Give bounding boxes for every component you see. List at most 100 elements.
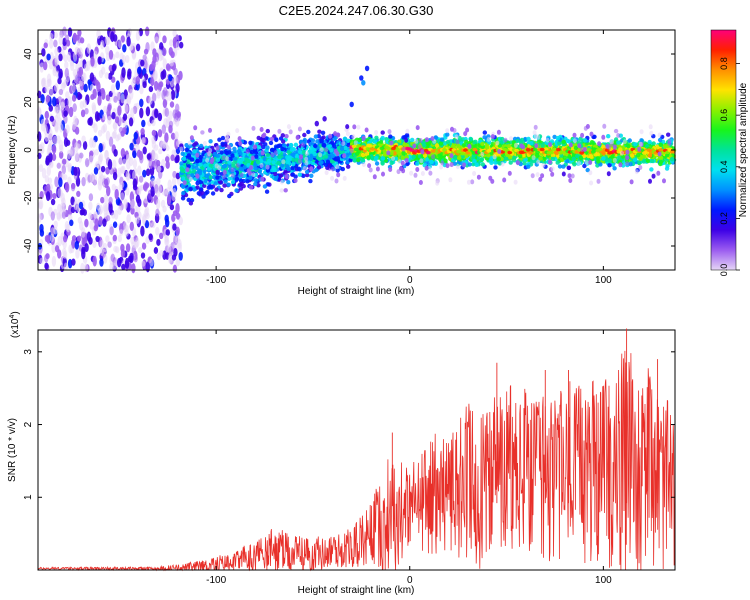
spectrogram-cell bbox=[234, 176, 240, 182]
spectrogram-cell bbox=[248, 140, 253, 145]
spectrogram-cell bbox=[67, 176, 72, 185]
spectrogram-cell bbox=[64, 220, 70, 231]
spectrogram-cell bbox=[172, 29, 177, 38]
spectrogram-cell bbox=[94, 111, 100, 122]
spectrogram-cell bbox=[170, 154, 175, 162]
spectrogram-cell bbox=[90, 93, 95, 101]
spectrogram-cell bbox=[123, 120, 128, 130]
spectrogram-cell bbox=[165, 63, 171, 71]
spectrogram-cell bbox=[46, 166, 51, 176]
spectrogram-cell bbox=[89, 150, 94, 157]
spectrogram-cell bbox=[77, 216, 83, 224]
spectrogram-cell bbox=[273, 171, 278, 177]
spectrogram-cell bbox=[323, 162, 329, 168]
spectrogram-cell bbox=[374, 161, 380, 166]
spectrogram-cell bbox=[81, 176, 86, 187]
spectrogram-cell bbox=[172, 223, 177, 231]
spectrogram-cell bbox=[78, 47, 83, 55]
spectrogram-cell bbox=[126, 213, 131, 224]
spectrogram-cell bbox=[78, 60, 84, 69]
spectrogram-cell bbox=[437, 153, 442, 158]
spectrogram-cell bbox=[159, 42, 164, 51]
spectrogram-cell bbox=[95, 235, 100, 243]
spectrogram-cell bbox=[162, 140, 167, 150]
spectrogram-cell bbox=[145, 106, 151, 117]
spectrogram-cell bbox=[58, 68, 63, 79]
spectrogram-cell bbox=[129, 221, 134, 231]
spectrogram-cell bbox=[157, 165, 162, 173]
spectrogram-cell bbox=[290, 166, 295, 171]
spectrogram-cell bbox=[222, 163, 228, 169]
spectrogram-cell bbox=[93, 211, 98, 219]
spectrogram-cell bbox=[199, 143, 204, 149]
spectrogram-cell bbox=[96, 29, 101, 39]
spectrogram-cell bbox=[86, 231, 92, 242]
spectrogram-cell bbox=[287, 155, 292, 160]
spectrogram-cell bbox=[269, 136, 275, 142]
spectrogram-cell bbox=[113, 95, 118, 103]
spectrogram-cell bbox=[105, 94, 111, 102]
spectrogram-cell bbox=[86, 60, 91, 71]
spectrogram-cell bbox=[81, 135, 86, 143]
spectrogram-cell bbox=[162, 98, 168, 109]
spectrogram-cell bbox=[234, 188, 239, 193]
spectrogram-cell bbox=[41, 167, 47, 179]
spectrogram-cell bbox=[213, 181, 218, 186]
spectrogram-cell bbox=[72, 103, 77, 113]
spectrogram-cell bbox=[657, 137, 663, 143]
spectrogram-cell bbox=[264, 189, 270, 194]
spectrogram-cell bbox=[168, 120, 174, 128]
spectrogram-cell bbox=[159, 249, 164, 257]
spectrogram-cell bbox=[309, 173, 314, 178]
spectrogram-cell bbox=[77, 29, 82, 37]
spectrogram-cell bbox=[135, 30, 141, 42]
spectrogram-cell bbox=[248, 185, 254, 190]
spectrogram-cell bbox=[125, 243, 131, 253]
spectrogram-cell bbox=[140, 59, 145, 67]
spectrogram-cell bbox=[102, 218, 107, 227]
spectrogram-cell bbox=[467, 162, 472, 167]
spectrogram-cell bbox=[54, 47, 59, 56]
spectrogram-cell bbox=[80, 109, 86, 118]
spectrogram-cell bbox=[130, 198, 136, 209]
spectrogram-cell bbox=[374, 135, 379, 140]
spectrogram-cell bbox=[108, 72, 113, 80]
spectrogram-cell bbox=[529, 141, 534, 146]
spectrogram-cell bbox=[49, 115, 55, 122]
spectrogram-cell bbox=[108, 49, 114, 60]
spectrogram-cell bbox=[89, 72, 95, 82]
spectrogram-cell bbox=[51, 255, 57, 267]
spectrogram-cell bbox=[161, 124, 166, 135]
spectrogram-cell bbox=[124, 104, 129, 113]
spectrogram-cell bbox=[39, 62, 45, 70]
spectrogram-cell bbox=[118, 126, 124, 134]
spectrogram-cell bbox=[117, 257, 122, 268]
spectrogram-cell bbox=[120, 148, 126, 158]
spectrogram-cell bbox=[122, 158, 127, 165]
spectrogram-cell bbox=[54, 115, 59, 124]
spectrogram-cell bbox=[84, 243, 89, 253]
spectrogram-cell bbox=[118, 157, 123, 165]
spectrogram-cell bbox=[297, 149, 303, 154]
spectrogram-cell bbox=[175, 234, 180, 245]
spectrogram-cell bbox=[136, 188, 142, 195]
spectrogram-cell bbox=[63, 174, 68, 181]
spectrogram-cell bbox=[149, 63, 154, 72]
spectrogram-cell bbox=[279, 188, 284, 193]
spectrogram-cell bbox=[565, 138, 570, 144]
spectrogram-cell bbox=[44, 110, 49, 120]
spectrogram-cell bbox=[48, 61, 54, 70]
spectrogram-cell bbox=[142, 54, 147, 61]
spectrogram-cell bbox=[180, 151, 185, 156]
spectrogram-cell bbox=[53, 220, 58, 229]
spectrogram-cell bbox=[151, 129, 157, 137]
spectrogram-cell bbox=[283, 188, 288, 193]
spectrogram-cell bbox=[169, 204, 175, 211]
spectrogram-cell bbox=[71, 258, 76, 266]
spectrogram-cell bbox=[219, 187, 224, 193]
spectrogram-cell bbox=[100, 165, 106, 173]
spectrogram-cell bbox=[90, 56, 95, 67]
spectrogram-cell bbox=[175, 226, 180, 236]
spectrogram-cell bbox=[339, 146, 345, 151]
spectrogram-cell bbox=[71, 82, 76, 93]
